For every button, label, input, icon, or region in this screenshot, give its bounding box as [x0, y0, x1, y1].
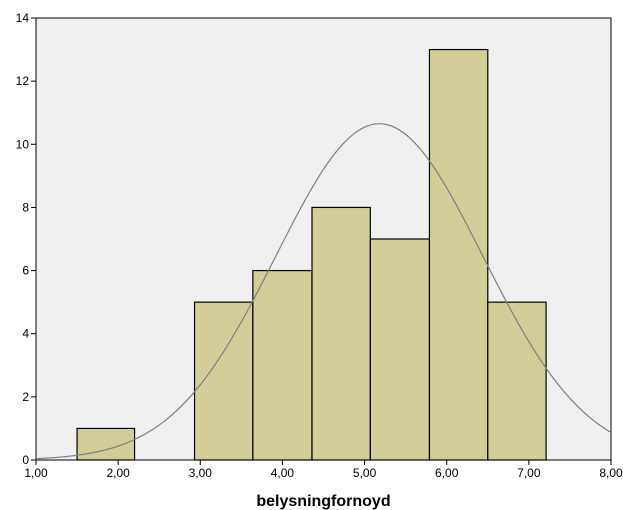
histogram-bar-3: [193, 301, 254, 461]
histogram-bar-7: [428, 48, 489, 461]
x-tick-label: 4,00: [271, 466, 295, 480]
histogram-bar-6: [369, 238, 431, 461]
x-tick-label: 2,00: [106, 466, 130, 480]
x-tick-label: 5,00: [353, 466, 377, 480]
normal-curve: [35, 123, 612, 460]
x-tick-label: 6,00: [435, 466, 459, 480]
y-tick-label: 6: [22, 264, 29, 278]
bars-layer: [76, 48, 547, 461]
x-tick-label: 7,00: [517, 466, 541, 480]
y-tick-label: 4: [22, 327, 29, 341]
x-tick-label: 3,00: [189, 466, 213, 480]
histogram-bar-4: [252, 269, 313, 461]
x-tick-label: 1,00: [24, 466, 48, 480]
y-tick-label: 2: [22, 390, 29, 404]
histogram-bar-8: [487, 301, 547, 461]
y-tick-label: 8: [22, 200, 29, 214]
x-tick-label: 8,00: [599, 466, 623, 480]
y-tick-label: 12: [16, 74, 30, 88]
histogram-bar-1: [76, 427, 136, 461]
y-tick-label: 14: [16, 11, 30, 25]
axes-layer: 0 2 4 6 8 10 12 14 1,00 2,00 3,00 4,00 5,00 6,00 7,00 8…: [16, 11, 623, 480]
y-tick-label: 0: [22, 453, 29, 467]
x-axis-title: belysningfornoyd: [256, 493, 390, 510]
histogram-bar-5: [311, 206, 371, 461]
y-tick-label: 10: [16, 137, 30, 151]
